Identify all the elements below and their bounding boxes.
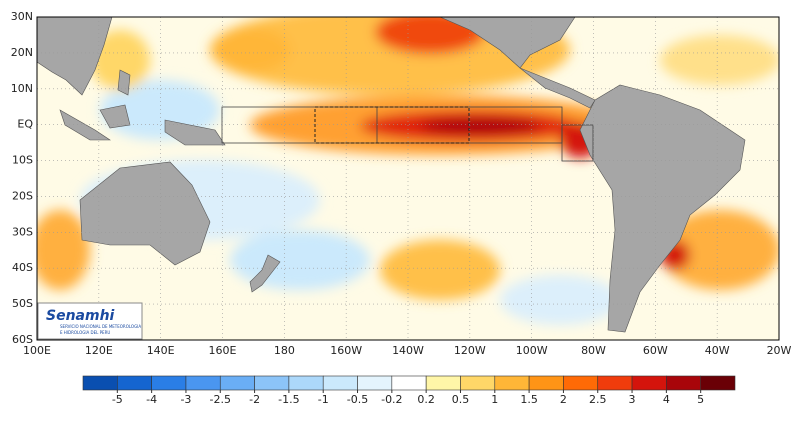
lat-label: 30S	[12, 225, 33, 238]
colorbar-swatch	[597, 375, 633, 391]
lat-label: 20N	[11, 46, 33, 59]
lon-label: 160W	[330, 344, 362, 357]
lon-label: 120E	[85, 344, 113, 357]
colorbar-swatch	[357, 375, 393, 391]
lon-label: 20W	[767, 344, 792, 357]
colorbar-label: 1	[491, 393, 498, 406]
logo-line: E HIDROLOGIA DEL PERU	[60, 330, 110, 335]
asia	[37, 17, 113, 96]
axes: 100E 120E 140E 160E 180 160W 140W 120W 100W 80W 60…	[11, 10, 792, 357]
colorbar-swatch	[322, 375, 358, 391]
lon-label: 120W	[454, 344, 486, 357]
colorbar-label: 0.2	[417, 393, 435, 406]
south-america	[579, 84, 746, 333]
anomaly-field	[37, 17, 779, 325]
logo-name: Senamhi	[46, 308, 115, 324]
colorbar-swatch	[219, 375, 255, 391]
colorbar-label: -4	[146, 393, 157, 406]
north-america	[439, 17, 576, 69]
colorbar-label: 2.5	[589, 393, 607, 406]
lon-label: 100W	[516, 344, 548, 357]
colorbar-label: 4	[663, 393, 670, 406]
colorbar-swatch	[494, 375, 530, 391]
lon-label: 180	[274, 344, 295, 357]
lat-label: EQ	[17, 118, 33, 131]
borneo	[99, 104, 131, 129]
colorbar-label: -2.5	[210, 393, 231, 406]
lat-label: 60S	[12, 333, 33, 346]
colorbar-label: -1	[318, 393, 329, 406]
lat-label: 10N	[11, 82, 33, 95]
colorbar-swatch	[288, 375, 324, 391]
lon-label: 160E	[209, 344, 237, 357]
colorbar-label: 5	[697, 393, 704, 406]
map-frame	[36, 16, 780, 341]
lon-label: 60W	[643, 344, 668, 357]
colorbar-label: -0.5	[347, 393, 368, 406]
lon-label: 40W	[705, 344, 730, 357]
map	[37, 17, 779, 340]
colorbar-swatch	[700, 375, 736, 391]
australia	[79, 161, 211, 266]
lat-label: 30N	[11, 10, 33, 23]
colorbar-label: -2	[249, 393, 260, 406]
central-america	[519, 67, 596, 109]
colorbar-label: 0.5	[452, 393, 470, 406]
colorbar-label: -0.2	[381, 393, 402, 406]
colorbar-swatch	[563, 375, 599, 391]
logo-line: SERVICIO NACIONAL DE METEOROLOGIA	[60, 324, 141, 329]
colorbar-swatch	[391, 375, 427, 391]
new-guinea	[164, 119, 226, 146]
lon-label: 140W	[392, 344, 424, 357]
nino12-region	[561, 124, 594, 162]
lon-label: 140E	[147, 344, 175, 357]
colorbar-label: -3	[180, 393, 191, 406]
lon-label: 80W	[581, 344, 606, 357]
colorbar-swatch	[631, 375, 667, 391]
logo: Senamhi SERVICIO NACIONAL DE METEOROLOGI…	[37, 302, 143, 340]
colorbar-swatch	[82, 375, 118, 391]
new-zealand	[249, 254, 281, 293]
colorbar-label: 1.5	[520, 393, 538, 406]
sumatra	[59, 109, 111, 141]
lat-label: 20S	[12, 189, 33, 202]
lon-label: 100E	[23, 344, 51, 357]
colorbar-label: 2	[560, 393, 567, 406]
colorbar-label: 3	[629, 393, 636, 406]
colorbar-swatch	[254, 375, 290, 391]
colorbar-label: -1.5	[278, 393, 299, 406]
lat-label: 40S	[12, 261, 33, 274]
colorbar-swatch	[185, 375, 221, 391]
lat-label: 50S	[12, 297, 33, 310]
land	[37, 17, 746, 333]
colorbar-swatch	[117, 375, 152, 391]
colorbar-swatch	[151, 375, 187, 391]
logo-box	[37, 302, 143, 340]
colorbar-swatch	[528, 375, 564, 391]
colorbar-label: -5	[112, 393, 123, 406]
colorbar-swatch	[666, 375, 701, 391]
nino34-region	[314, 106, 470, 144]
colorbar: -5 -4 -3 -2.5 -2 -1.5 -1 -0.5 -0.2 0.2 0.5 1 1.5 2 2.5…	[82, 375, 736, 406]
lat-label: 10S	[12, 154, 33, 167]
colorbar-swatch	[460, 375, 496, 391]
colorbar-swatch	[425, 375, 461, 391]
